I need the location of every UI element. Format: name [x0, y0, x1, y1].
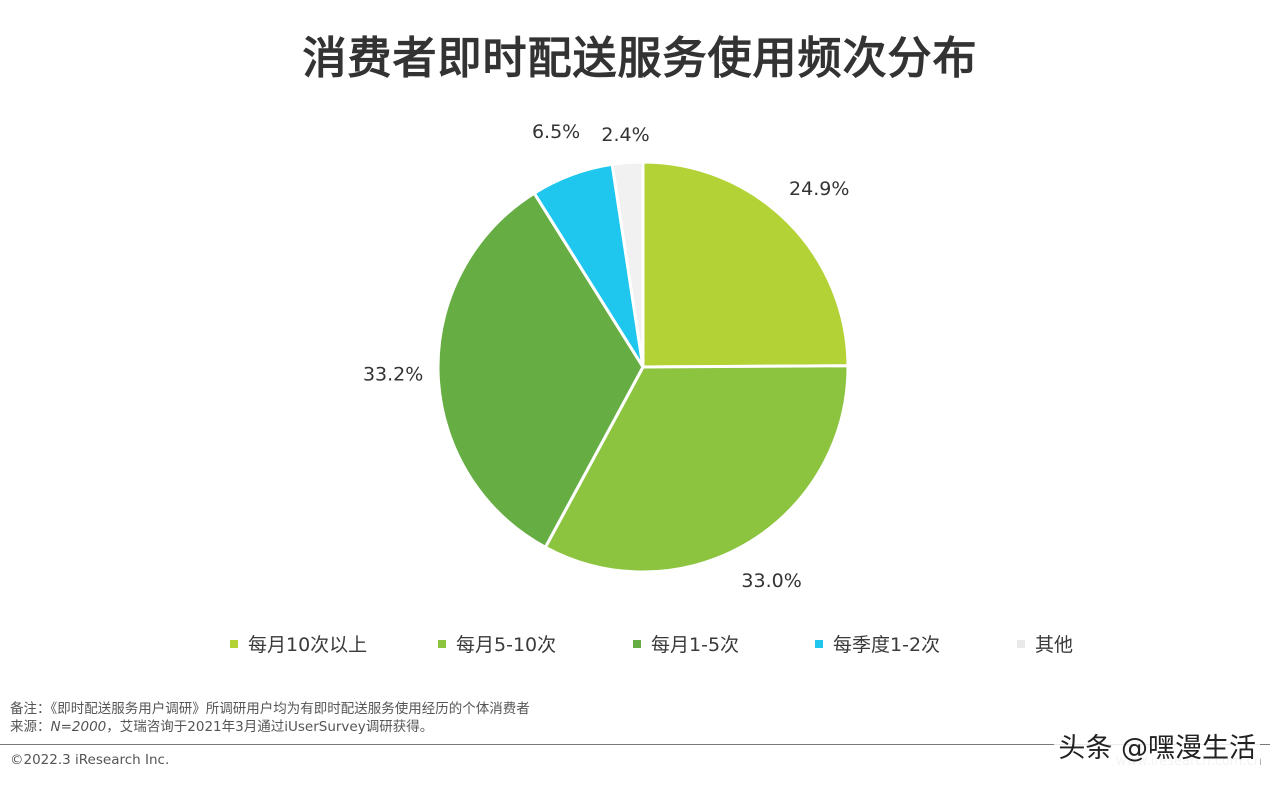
- legend-swatch-5: [1017, 639, 1025, 648]
- footer-divider: [0, 744, 1270, 745]
- chart-title: 消费者即时配送服务使用频次分布: [302, 33, 978, 84]
- legend-item-5: 其他: [1017, 630, 1073, 657]
- legend: 每月10次以上 每月5-10次 每月1-5次 每季度1-2次 其他: [0, 630, 1280, 660]
- watermark: 头条 @嘿漫生活: [1054, 726, 1260, 765]
- legend-swatch-3: [633, 639, 641, 648]
- legend-item-2: 每月5-10次: [438, 630, 556, 657]
- copyright: ©2022.3 iResearch Inc.: [10, 752, 170, 768]
- pie-slice-5: [610, 160, 645, 368]
- data-label-5: 2.4%: [601, 124, 649, 146]
- data-label-3: 33.2%: [363, 363, 423, 385]
- data-label-4: 6.5%: [532, 121, 580, 143]
- data-label-1: 24.9%: [789, 178, 849, 200]
- legend-label-3: 每月1-5次: [651, 634, 740, 656]
- pie-slice-1: [641, 160, 850, 369]
- source-prefix: 来源：: [10, 719, 51, 735]
- data-label-2: 33.0%: [741, 570, 801, 592]
- pie-slice-3: [436, 191, 645, 550]
- legend-swatch-4: [815, 639, 823, 648]
- footnotes: 备注：《即时配送服务用户调研》所调研用户均为有即时配送服务使用经历的个体消费者 …: [10, 700, 530, 736]
- pie-slice-2: [543, 364, 850, 574]
- legend-label-5: 其他: [1035, 634, 1074, 656]
- legend-item-3: 每月1-5次: [633, 630, 739, 657]
- legend-item-1: 每月10次以上: [230, 630, 367, 657]
- source-note: 来源：N=2000，艾瑞咨询于2021年3月通过iUserSurvey调研获得。: [10, 718, 530, 736]
- legend-item-4: 每季度1-2次: [815, 630, 940, 657]
- remark-note: 备注：《即时配送服务用户调研》所调研用户均为有即时配送服务使用经历的个体消费者: [10, 701, 530, 717]
- sample-size: N=2000: [50, 719, 107, 735]
- legend-label-1: 每月10次以上: [248, 634, 368, 656]
- legend-swatch-2: [438, 639, 446, 648]
- source-text: ，艾瑞咨询于2021年3月通过iUserSurvey调研获得。: [106, 719, 434, 735]
- legend-swatch-1: [230, 639, 238, 648]
- legend-label-4: 每季度1-2次: [833, 634, 941, 656]
- legend-label-2: 每月5-10次: [456, 634, 557, 656]
